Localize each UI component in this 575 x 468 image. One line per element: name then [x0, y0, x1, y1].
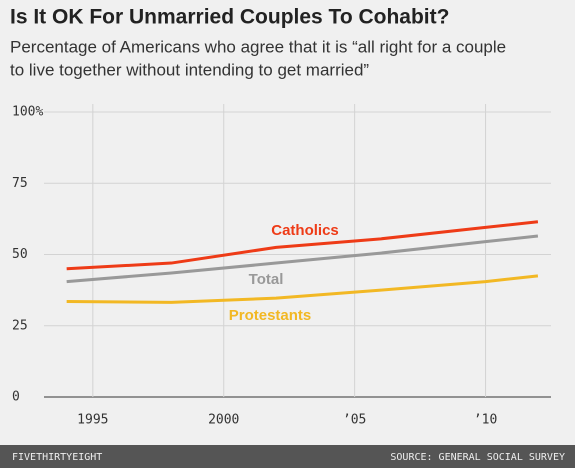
- x-tick-label: ’05: [343, 413, 366, 428]
- series-line: [66, 234, 539, 284]
- footer-logo: FIVETHIRTYEIGHT: [12, 452, 102, 463]
- series-label: Total: [249, 271, 284, 288]
- series-label: Catholics: [271, 222, 339, 239]
- x-tick-label: 2000: [208, 413, 239, 428]
- x-tick-label: 1995: [77, 413, 108, 428]
- y-tick-label: 50: [12, 247, 28, 262]
- subtitle: Percentage of Americans who agree that i…: [10, 37, 506, 56]
- y-tick-label: 100%: [12, 105, 43, 120]
- series-line: [66, 220, 539, 271]
- footer-source: SOURCE: GENERAL SOCIAL SURVEY: [390, 452, 565, 463]
- series-line: [66, 274, 539, 304]
- subtitle: to live together without intending to ge…: [10, 60, 369, 79]
- x-tick-label: ’10: [474, 413, 497, 428]
- y-tick-label: 0: [12, 390, 20, 405]
- y-tick-label: 25: [12, 318, 28, 333]
- y-tick-label: 75: [12, 176, 28, 191]
- series-label: Protestants: [229, 307, 312, 324]
- footer-bar: [0, 445, 575, 468]
- chart-title: Is It OK For Unmarried Couples To Cohabi…: [10, 6, 449, 29]
